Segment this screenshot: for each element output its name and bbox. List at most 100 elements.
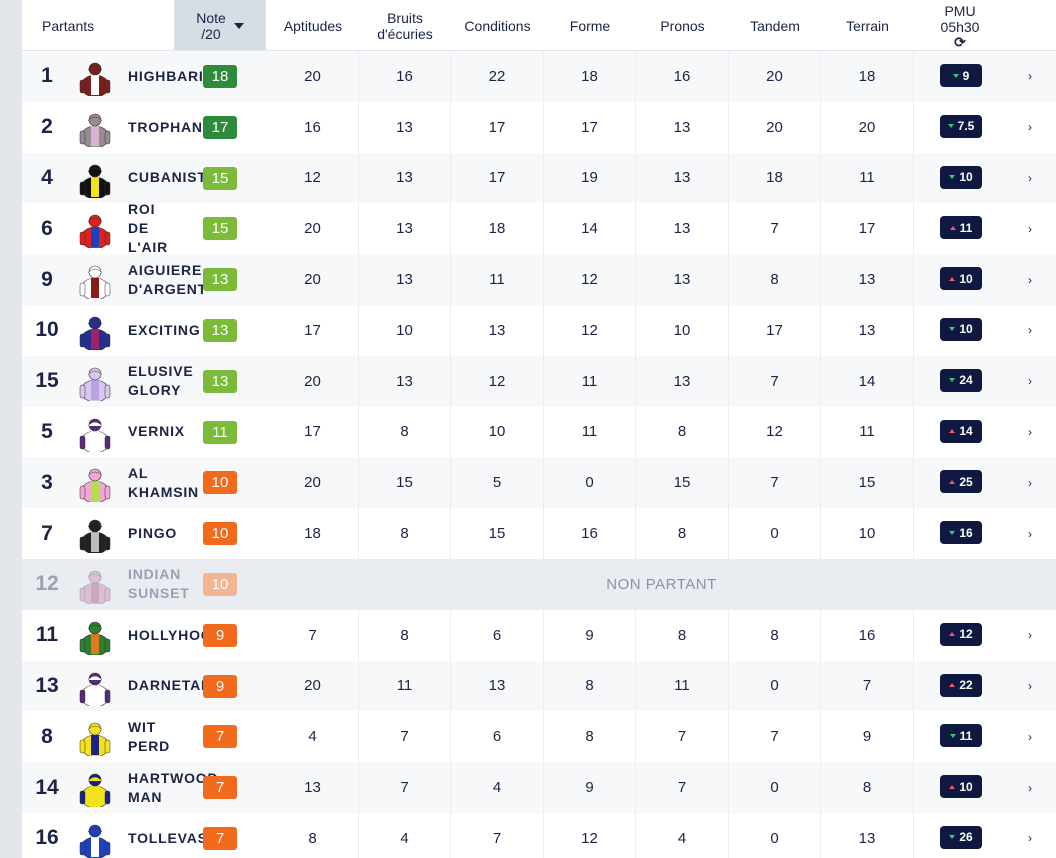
cell-forme: 8 (544, 660, 636, 712)
table-row[interactable]: 9 AIGUIERE D'ARGENT 13 20 13 11 12 13 8 13 10 › (22, 254, 1056, 305)
odds-badge[interactable]: 7.5 (940, 114, 982, 138)
odds-badge[interactable]: 16 (940, 521, 982, 545)
table-row[interactable]: 1 HIGHBARI 18 20 16 22 18 16 20 18 9 › (22, 51, 1056, 102)
header-forme[interactable]: Forme (569, 17, 611, 34)
chevron-right-icon[interactable]: › (1028, 272, 1032, 287)
odds-value: 7.5 (957, 119, 975, 134)
header-terrain[interactable]: Terrain (846, 17, 889, 34)
horse-name[interactable]: DARNETAL (128, 677, 211, 694)
horse-name[interactable]: ELUSIVE GLORY (128, 363, 194, 399)
table-row[interactable]: 8 WIT PERD 7 4 7 6 8 7 7 9 11 › (22, 711, 1056, 763)
odds-badge[interactable]: 24 (940, 368, 982, 392)
chevron-right-icon[interactable]: › (1028, 323, 1032, 338)
cell-terrain: 10 (821, 508, 914, 559)
table-row[interactable]: 14 HARTWOOD MAN 7 13 7 4 9 7 0 8 10 › (22, 762, 1056, 813)
chevron-right-icon[interactable]: › (1028, 831, 1032, 846)
cell-tandem: 0 (729, 762, 821, 813)
horse-name[interactable]: CUBANIST (128, 169, 207, 186)
header-aptitudes[interactable]: Aptitudes (283, 17, 343, 34)
odds-badge[interactable]: 12 (940, 622, 982, 646)
refresh-icon[interactable]: ⟳ (954, 33, 966, 50)
horse-name[interactable]: TOLLEVAS (128, 829, 208, 846)
table-row[interactable]: 2 TROPHANI 17 16 13 17 17 13 20 20 7.5 › (22, 101, 1056, 153)
odds-badge[interactable]: 10 (940, 775, 982, 799)
table-row[interactable]: 3 AL KHAMSIN 10 20 15 5 0 15 7 15 25 › (22, 457, 1056, 509)
cell-bruits: 8 (359, 508, 451, 559)
table-row[interactable]: 4 CUBANIST 15 12 13 17 19 13 18 11 10 › (22, 152, 1056, 204)
chevron-right-icon[interactable]: › (1028, 729, 1032, 744)
header-note-sort[interactable]: Note /20 (174, 0, 266, 51)
odds-badge[interactable]: 22 (940, 673, 982, 697)
horse-name[interactable]: PINGO (128, 525, 178, 542)
runner-number: 10 (35, 318, 59, 342)
horse-name[interactable]: WIT PERD (128, 718, 171, 754)
odds-badge[interactable]: 10 (940, 317, 982, 341)
chevron-right-icon[interactable]: › (1028, 628, 1032, 643)
table-row[interactable]: 6 ROI DE L'AIR 15 20 13 18 14 13 7 17 11 › (22, 203, 1056, 255)
odds-up-icon (949, 784, 956, 789)
runner-number: 2 (41, 115, 53, 139)
cell-terrain: 8 (821, 762, 914, 813)
odds-badge[interactable]: 11 (940, 216, 982, 240)
cell-aptitudes: 20 (267, 51, 359, 102)
table-row[interactable]: 7 PINGO 10 18 8 15 16 8 0 10 16 › (22, 508, 1056, 559)
table-row[interactable]: 13 DARNETAL 9 20 11 13 8 11 0 7 22 › (22, 660, 1056, 712)
header-tandem[interactable]: Tandem (750, 17, 800, 34)
cell-aptitudes: 20 (267, 203, 359, 255)
header-pmu[interactable]: PMU 05h30 ⟳ (940, 2, 980, 50)
table-row[interactable]: 12 INDIAN SUNSET 10 NON PARTANT (22, 558, 1056, 610)
table-row[interactable]: 5 VERNIX 11 17 8 10 11 8 12 11 14 › (22, 406, 1056, 458)
odds-badge[interactable]: 11 (940, 724, 982, 748)
odds-up-icon (949, 429, 956, 434)
cell-forme: 17 (544, 101, 636, 153)
chevron-right-icon[interactable]: › (1028, 424, 1032, 439)
horse-name[interactable]: HOLLYHOCK (128, 626, 218, 643)
cell-terrain: 17 (821, 203, 914, 255)
horse-name[interactable]: HARTWOOD MAN (128, 769, 218, 805)
cell-pronos: 16 (636, 51, 729, 102)
table-row[interactable]: 16 TOLLEVAS 7 8 4 7 12 4 0 13 26 › (22, 812, 1056, 858)
note-badge: 15 (203, 166, 237, 190)
horse-name[interactable]: ROI DE L'AIR (128, 203, 168, 255)
table-row[interactable]: 10 EXCITING 13 17 10 13 12 10 17 13 10 › (22, 304, 1056, 356)
header-bruits[interactable]: Bruits d'écuries (377, 9, 433, 42)
chevron-right-icon[interactable]: › (1028, 170, 1032, 185)
header-conditions[interactable]: Conditions (464, 17, 531, 34)
horse-name[interactable]: AL KHAMSIN (128, 464, 199, 500)
horse-name[interactable]: AIGUIERE D'ARGENT (128, 261, 207, 297)
table-row[interactable]: 15 ELUSIVE GLORY 13 20 13 12 11 13 7 14 24 › (22, 355, 1056, 407)
odds-up-icon (949, 276, 956, 281)
jockey-silk-icon (77, 769, 113, 809)
chevron-right-icon[interactable]: › (1028, 221, 1032, 236)
note-badge: 10 (203, 471, 237, 495)
chevron-right-icon[interactable]: › (1028, 475, 1032, 490)
jockey-silk-icon (77, 668, 113, 707)
chevron-right-icon[interactable]: › (1028, 780, 1032, 795)
header-partants[interactable]: Partants (42, 17, 95, 34)
chevron-right-icon[interactable]: › (1028, 120, 1032, 135)
odds-badge[interactable]: 25 (940, 470, 982, 494)
cell-forme: 9 (544, 609, 636, 661)
cell-tandem: 0 (729, 660, 821, 712)
odds-badge[interactable]: 9 (940, 64, 982, 87)
odds-badge[interactable]: 10 (940, 165, 982, 189)
horse-name[interactable]: EXCITING (128, 321, 201, 338)
odds-badge[interactable]: 14 (940, 419, 982, 443)
horse-name[interactable]: HIGHBARI (128, 67, 204, 84)
cell-pronos: 8 (636, 406, 729, 458)
horse-name[interactable]: VERNIX (128, 423, 185, 440)
chevron-right-icon[interactable]: › (1028, 678, 1032, 693)
cell-aptitudes: 17 (267, 304, 359, 356)
horse-name[interactable]: INDIAN SUNSET (128, 566, 190, 602)
jockey-silk-icon (77, 414, 113, 453)
cell-terrain: 13 (821, 254, 914, 305)
table-row[interactable]: 11 HOLLYHOCK 9 7 8 6 9 8 8 16 12 › (22, 609, 1056, 661)
chevron-right-icon[interactable]: › (1028, 526, 1032, 541)
odds-badge[interactable]: 26 (940, 825, 982, 849)
chevron-right-icon[interactable]: › (1028, 374, 1032, 389)
header-pronos[interactable]: Pronos (660, 17, 705, 34)
odds-badge[interactable]: 10 (940, 267, 982, 291)
horse-name[interactable]: TROPHANI (128, 118, 208, 135)
chevron-right-icon[interactable]: › (1028, 69, 1032, 84)
odds-value: 11 (959, 728, 973, 743)
